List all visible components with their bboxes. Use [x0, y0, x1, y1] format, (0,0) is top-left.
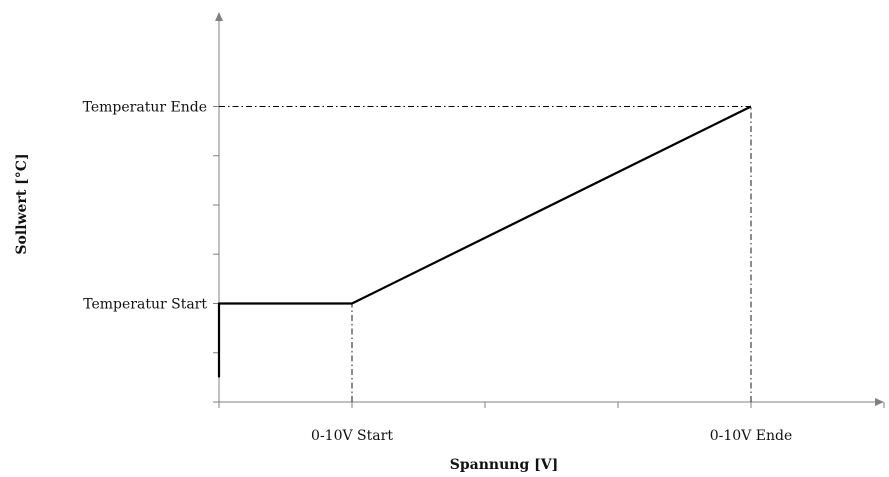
x-axis-arrow: [875, 398, 884, 406]
reference-lines: [219, 106, 752, 402]
series-line: [217, 105, 752, 378]
y-axis-title: Sollwert [°C]: [14, 153, 30, 254]
axis-ticks: [213, 106, 885, 408]
y-tick-label: Temperatur Ende: [83, 100, 207, 116]
axes: [215, 12, 884, 406]
y-tick-label: Temperatur Start: [83, 297, 207, 313]
tick-labels: 0-10V Start 0-10V Ende Temperatur Start Tem…: [83, 100, 793, 445]
x-tick-label: 0-10V Start: [311, 428, 393, 444]
x-axis-title: Spannung [V]: [450, 457, 558, 473]
series-group: [217, 105, 752, 378]
x-tick-label: 0-10V Ende: [710, 428, 793, 444]
y-axis-arrow: [215, 12, 223, 21]
